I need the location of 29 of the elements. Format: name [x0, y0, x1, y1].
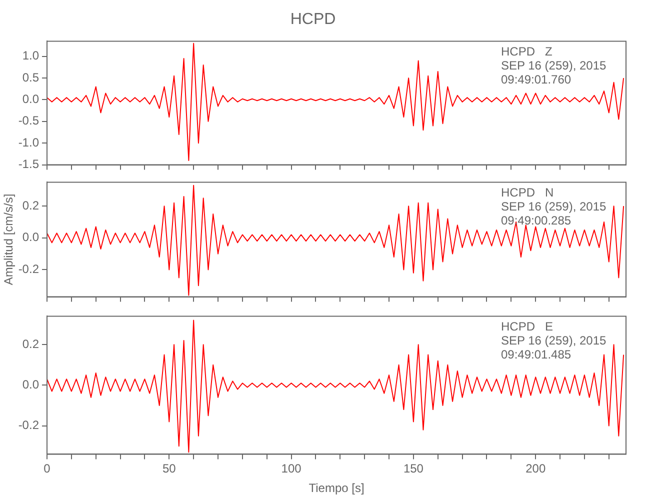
annotation: 09:49:01.760 — [501, 72, 572, 87]
y-tick-label: 1.0 — [22, 48, 40, 63]
x-tick-label: 200 — [526, 462, 546, 476]
y-tick-label: -0.2 — [18, 418, 40, 432]
y-tick-label: 0.0 — [22, 378, 40, 392]
y-tick-label: -1.5 — [18, 157, 40, 172]
y-axis-title: Amplitud [cm/s/s] — [2, 194, 16, 286]
annotation: HCPD N — [501, 186, 554, 200]
x-tick-label: 0 — [44, 462, 51, 476]
annotation: HCPD Z — [501, 44, 552, 59]
y-tick-label: 0.5 — [22, 70, 40, 84]
annotation: 09:49:00.285 — [501, 214, 572, 228]
annotation: SEP 16 (259), 2015 — [501, 58, 607, 73]
y-tick-label: -0.5 — [18, 114, 40, 128]
annotation: SEP 16 (259), 2015 — [501, 334, 607, 348]
y-tick-label: 0.0 — [22, 92, 40, 106]
chart-title: HCPD — [290, 11, 336, 28]
y-tick-label: -1.0 — [18, 135, 40, 150]
annotation: HCPD E — [501, 320, 554, 334]
x-tick-label: 50 — [162, 462, 176, 476]
y-tick-label: 0.2 — [22, 336, 40, 351]
y-tick-label: 0.0 — [22, 230, 40, 244]
y-tick-label: -0.2 — [18, 262, 40, 276]
annotation: SEP 16 (259), 2015 — [501, 200, 607, 214]
y-tick-label: 0.2 — [22, 198, 40, 212]
x-axis-title: Tiempo [s] — [308, 481, 364, 496]
annotation: 09:49:01.485 — [501, 348, 572, 362]
x-tick-label: 100 — [281, 462, 302, 476]
x-tick-label: 150 — [403, 462, 424, 476]
